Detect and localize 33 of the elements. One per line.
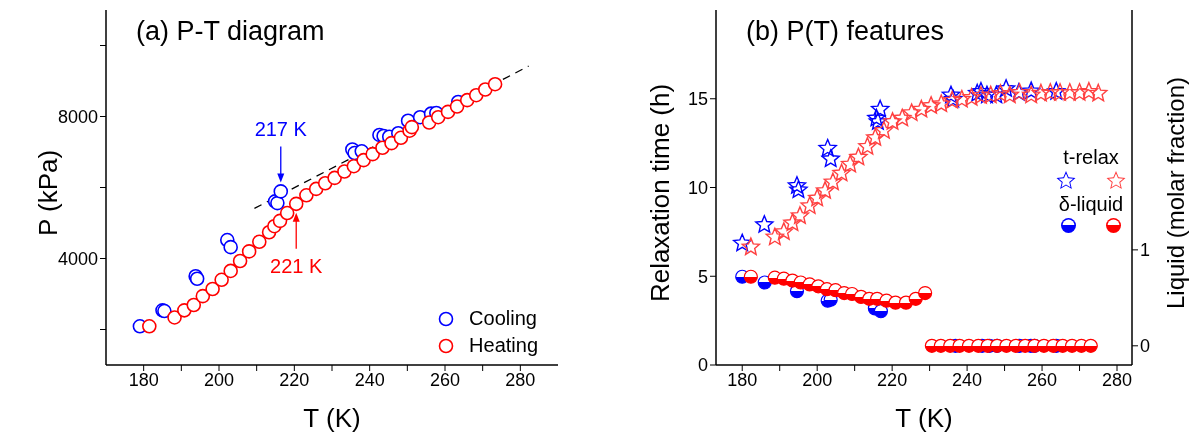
x-tick-label: 240	[952, 369, 983, 390]
chart-title: (a) P-T diagram	[136, 16, 325, 47]
y-tick-label: 5	[697, 266, 708, 287]
x-axis-title: T (K)	[895, 403, 953, 433]
annotation: 221 K	[270, 254, 324, 277]
y-axis-title: P (kPa)	[32, 149, 64, 237]
legend-label: Cooling	[469, 307, 537, 330]
x-tick-label: 180	[128, 369, 159, 390]
y-tick-label: 4000	[57, 248, 98, 269]
y-axis-title: Relaxation time (h)	[644, 83, 676, 303]
x-tick-label: 220	[877, 369, 908, 390]
x-tick-label: 280	[505, 369, 536, 390]
legend-label: Heating	[469, 334, 538, 357]
chart-title: (b) P(T) features	[746, 16, 945, 47]
x-tick-label: 260	[1027, 369, 1058, 390]
y-tick-label: 15	[687, 89, 708, 110]
y-tick-label: 10	[687, 177, 708, 198]
y-tick-label: 0	[697, 355, 708, 376]
x-tick-label: 200	[802, 369, 833, 390]
y-tick-label: 8000	[57, 106, 98, 127]
x-tick-label: 220	[279, 369, 310, 390]
annotation: 217 K	[254, 118, 308, 141]
y2-tick-label: 0	[1140, 336, 1151, 357]
annotation: t-relax	[1063, 146, 1119, 169]
x-axis-title: T (K)	[303, 403, 361, 433]
x-tick-label: 180	[727, 369, 758, 390]
x-tick-label: 280	[1101, 369, 1133, 390]
y2-tick-label: 1	[1140, 240, 1151, 261]
y2-axis-title: Liquid (molar fraction)	[1162, 76, 1190, 310]
x-tick-label: 260	[429, 369, 461, 390]
annotation: δ-liquid	[1058, 193, 1124, 216]
x-tick-label: 240	[354, 369, 385, 390]
x-tick-label: 200	[203, 369, 235, 390]
